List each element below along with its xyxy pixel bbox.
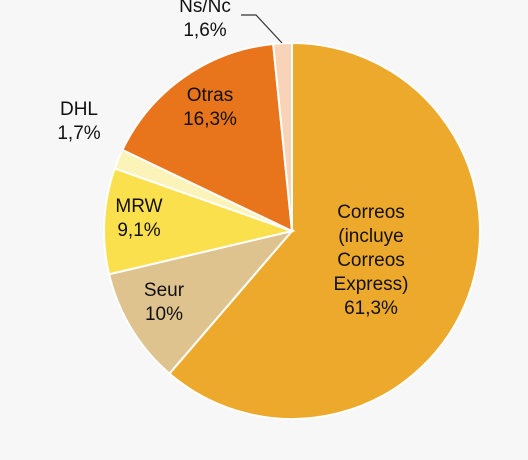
slice-name-label: MRW: [115, 196, 162, 217]
slice-name-label: Otras: [187, 85, 233, 106]
slice-name-label: Seur: [144, 280, 185, 301]
slice-label-mrw: MRW 9,1%: [115, 196, 162, 241]
pie-slice-mrw: [103, 167, 296, 276]
slice-name-label: Express): [334, 274, 409, 295]
leader-lines: [241, 14, 283, 44]
slice-value-label: 16,3%: [183, 109, 237, 130]
slice-value-label: 1,6%: [183, 20, 226, 41]
pie-slices: [103, 41, 481, 420]
pie-slice-otras: [121, 42, 294, 233]
slice-label-nsnc: Ns/Nc 1,6%: [179, 0, 231, 41]
slice-value-label: 61,3%: [344, 298, 398, 319]
slice-label-otras: Otras 16,3%: [183, 85, 237, 130]
pie-slice-correos: [168, 41, 481, 420]
slice-label-seur: Seur 10%: [144, 280, 185, 325]
slice-name-label: (incluye: [338, 226, 403, 247]
slice-label-dhl: DHL 1,7%: [57, 99, 100, 144]
slice-value-label: 10%: [145, 304, 183, 325]
slice-value-label: 1,7%: [57, 123, 100, 144]
slice-name-label: Correos: [337, 202, 405, 223]
slice-name-label: DHL: [60, 99, 98, 120]
slice-labels: Correos (incluye Correos Express) 61,3% Seur 1…: [57, 0, 408, 325]
slice-name-label: Ns/Nc: [179, 0, 231, 17]
slice-value-label: 9,1%: [117, 220, 160, 241]
slice-name-label: Correos: [337, 250, 405, 271]
leader-line-nsnc: [241, 14, 283, 44]
slice-label-correos: Correos (incluye Correos Express) 61,3%: [334, 202, 409, 319]
pie-slice-nsnc: [272, 41, 293, 232]
pie-slice-seur: [107, 229, 295, 375]
